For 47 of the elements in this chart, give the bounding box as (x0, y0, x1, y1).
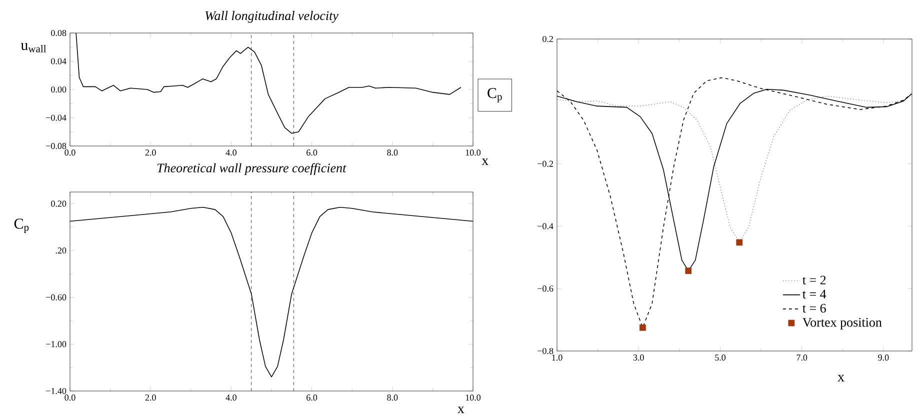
x-tick-label: 2.0 (145, 394, 156, 401)
point (685, 268, 692, 274)
y-axis-title: C$_{p}$ (14, 218, 29, 233)
x-tick-label: 8.0 (387, 150, 398, 156)
point (639, 324, 646, 331)
y-tick-label: −0.04 (46, 114, 66, 121)
x-tick-label: 0.0 (64, 394, 76, 401)
x-tick-label: 6.0 (306, 394, 318, 401)
x-tick-label: 6.0 (306, 150, 318, 156)
legend-label: t = 2 (802, 276, 826, 284)
y-tick-label: 0.2 (542, 36, 553, 42)
legend-label: t = 4 (802, 290, 826, 298)
y-tick-label: 0.08 (51, 30, 66, 36)
point (736, 239, 743, 246)
x-tick-label: 5.0 (715, 354, 726, 361)
x-tick-label: 7.0 (796, 354, 808, 361)
legend-label: t = 6 (802, 304, 826, 313)
x-tick-label: 4.0 (226, 394, 236, 401)
x-tick-label: 9.0 (878, 354, 889, 361)
legend-label: Vortex position (802, 318, 882, 330)
y-tick-label: 0.20 (51, 200, 66, 207)
x-axis-title: x (838, 374, 844, 382)
x-tick-label: 3.0 (633, 354, 644, 361)
y-tick-label: −1.40 (46, 388, 66, 394)
y-tick-label: −0.08 (46, 142, 66, 150)
y-tick-label: −0.4 (538, 223, 554, 230)
x-axis-title: x (482, 158, 488, 166)
x-tick-label: 2.0 (145, 150, 156, 156)
x-tick-label: 1.0 (552, 354, 562, 361)
y-tick-label: −0.60 (46, 294, 66, 300)
y-tick-label: 0.04 (51, 58, 66, 64)
x-tick-label: 0.0 (64, 150, 76, 156)
y-tick-label: −1.00 (46, 341, 66, 348)
x-tick-label: 4.0 (226, 150, 236, 156)
y-tick-label: 0.00 (51, 86, 66, 93)
x-tick-label: 10.0 (466, 394, 481, 401)
chart-title: Theoretical wall pressure coefficient (157, 163, 346, 176)
x-axis-title: x (458, 406, 464, 414)
y-axis-title: C$_{p}$ (488, 88, 502, 102)
x-tick-label: 8.0 (387, 394, 398, 401)
y-tick-label: −0.6 (538, 286, 554, 292)
y-tick-label: −0.2 (538, 160, 553, 167)
chart-title: Wall longitudinal velocity (205, 10, 338, 23)
y-tick-label: .20 (56, 247, 66, 254)
x-tick-label: 10.0 (466, 150, 481, 156)
y-axis-title: u$_{wall}$ (20, 43, 46, 52)
y-tick-label: −0.8 (538, 348, 554, 354)
